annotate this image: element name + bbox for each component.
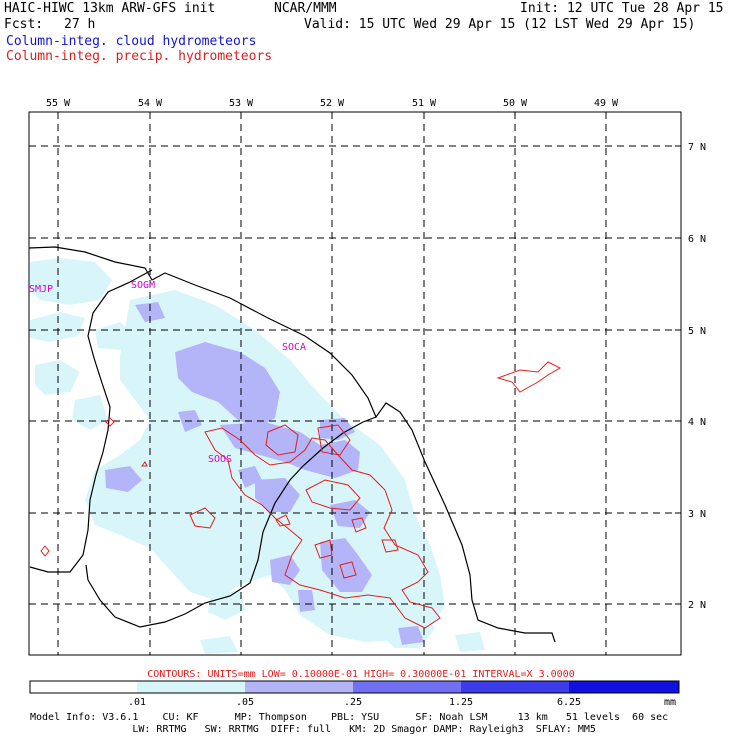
lon-label-52w: 52 W [320, 98, 345, 109]
lat-label-5n: 5 N [688, 326, 706, 337]
map-frame [28, 111, 682, 656]
colorbar-swatch-4 [461, 681, 569, 693]
colorbar-swatch-1 [137, 681, 245, 693]
lat-label-7n: 7 N [688, 142, 706, 153]
colorbar-swatch-3 [353, 681, 461, 693]
lon-ticks [57, 112, 607, 118]
org-title: NCAR/MMM [274, 1, 337, 16]
precip-field-title: Column-integ. precip. hydrometeors [6, 49, 273, 64]
model-info-line1: Model Info: V3.6.1 CU: KF MP: Thompson P… [30, 712, 669, 723]
lat-ticks [675, 145, 681, 605]
colorbar-label-2: .25 [344, 697, 362, 708]
color-bar [29, 680, 680, 694]
lon-label-54w: 54 W [138, 98, 163, 109]
colorbar-unit: mm [664, 697, 676, 708]
lon-label-53w: 53 W [229, 98, 254, 109]
colorbar-swatch-2 [245, 681, 353, 693]
coastlines-borders [29, 246, 556, 643]
lat-labels: 7 N 6 N 5 N 4 N 3 N 2 N [688, 142, 706, 611]
station-smjp: SMJP [29, 284, 53, 295]
station-labels: SMJP SOGM SOCA SOOS [29, 280, 306, 465]
colorbar-label-4: 6.25 [557, 697, 581, 708]
valid-time: Valid: 15 UTC Wed 29 Apr 15 (12 LST Wed … [304, 17, 696, 32]
colorbar-label-3: 1.25 [449, 697, 473, 708]
lat-label-3n: 3 N [688, 509, 706, 520]
fcst-value: 27 h [64, 17, 96, 32]
colorbar-swatch-0 [30, 681, 137, 693]
colorbar-swatch-5 [569, 681, 679, 693]
colorbar-labels: .01 .05 .25 1.25 6.25 mm [128, 697, 676, 708]
lat-label-4n: 4 N [688, 417, 706, 428]
lat-label-2n: 2 N [688, 600, 706, 611]
lat-label-6n: 6 N [688, 234, 706, 245]
lon-label-51w: 51 W [412, 98, 437, 109]
cloud-field-title: Column-integ. cloud hydrometeors [6, 34, 257, 49]
latlon-grid [29, 112, 681, 655]
fcst-label: Fcst: [4, 17, 44, 32]
lon-labels: 55 W 54 W 53 W 52 W 51 W 50 W 49 W [46, 98, 619, 109]
station-soca: SOCA [282, 342, 306, 353]
lon-label-49w: 49 W [594, 98, 619, 109]
colorbar-label-1: .05 [236, 697, 254, 708]
model-title: HAIC-HIWC 13km ARW-GFS init [4, 1, 216, 16]
colorbar-label-0: .01 [128, 697, 146, 708]
init-time: Init: 12 UTC Tue 28 Apr 15 [520, 1, 724, 16]
lon-label-50w: 50 W [503, 98, 528, 109]
station-soos: SOOS [208, 454, 232, 465]
cloud-shading [30, 258, 485, 654]
precip-contours [40, 361, 562, 629]
lon-label-55w: 55 W [46, 98, 71, 109]
contour-info: CONTOURS: UNITS=mm LOW= 0.10000E-01 HIGH… [147, 669, 574, 680]
station-sogm: SOGM [131, 280, 155, 291]
model-info-line2: LW: RRTMG SW: RRTMG DIFF: full KM: 2D Sm… [30, 724, 596, 735]
